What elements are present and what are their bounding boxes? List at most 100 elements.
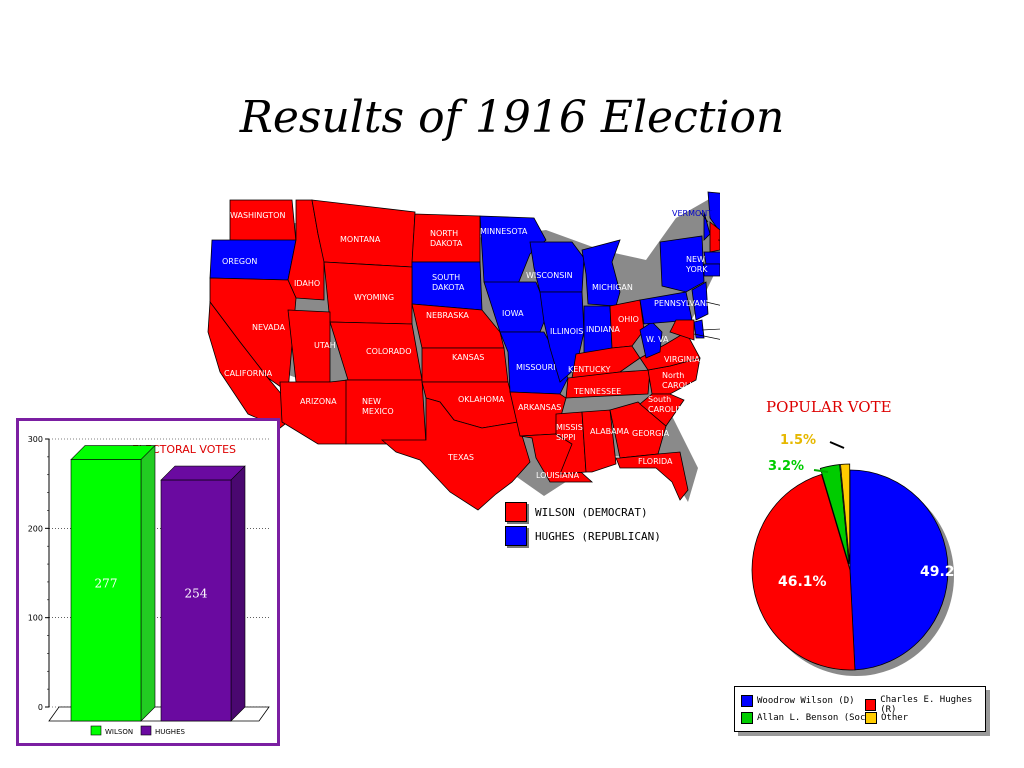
pie-slice xyxy=(849,469,949,671)
state-label: W. VA xyxy=(646,335,669,344)
state-label: ALABAMA xyxy=(590,427,629,436)
pie-slice xyxy=(840,463,851,565)
state-south-carolina xyxy=(639,393,685,427)
state-label-line: NEW xyxy=(362,397,381,406)
bar-top xyxy=(160,465,246,481)
state-label-line: SIPPI xyxy=(556,433,575,442)
state-texas xyxy=(380,397,531,511)
state-label-line: South xyxy=(648,395,671,404)
state-label: ARIZONA xyxy=(300,397,337,406)
legend-wilson-swatch xyxy=(741,695,753,707)
map-legend-hughes-label: HUGHES (REPUBLICAN) xyxy=(535,529,661,543)
state-label: NEBRASKA xyxy=(426,311,469,320)
legend-swatch xyxy=(140,725,152,736)
state-california xyxy=(207,300,299,429)
state-label-line: North xyxy=(662,371,684,380)
state-new-hampshire xyxy=(709,221,720,253)
state-label: UTAH xyxy=(314,341,336,350)
state-north-dakota xyxy=(411,213,481,263)
pie-value-label: 1.5% xyxy=(780,433,816,448)
leader-benson xyxy=(813,469,829,473)
bar xyxy=(70,459,142,722)
state-label-line: NORTH xyxy=(430,229,458,238)
state-florida xyxy=(615,451,689,501)
state-label-line: CAROLINA xyxy=(662,381,704,390)
slide-title: Results of 1916 Election xyxy=(239,92,785,143)
legend-other-swatch xyxy=(865,712,877,724)
state-label: CALIFORNIA xyxy=(224,369,273,378)
state-maryland xyxy=(669,319,695,341)
chart-title: ELECTORAL VOTES xyxy=(132,443,236,456)
y-tick-label: 0 xyxy=(38,703,43,712)
legend-benson-label: Allan L. Benson (Soc.) xyxy=(757,713,877,723)
state-connecticut xyxy=(703,263,720,277)
leader-line xyxy=(699,211,709,223)
electoral-votes-panel: 0 100 200 300 ELECTORAL VOTES 277 254 WILSON HUG… xyxy=(16,418,280,746)
state-label: NEVADA xyxy=(252,323,285,332)
state-label: MINNESOTA xyxy=(480,227,528,236)
wilson-swatch xyxy=(505,502,527,522)
legend-hughes: Charles E. Hughes (R) xyxy=(865,695,985,715)
state-ohio xyxy=(609,299,645,349)
state-label-line: CAROLINA xyxy=(648,405,690,414)
state-label: North CAROLINA xyxy=(662,371,704,390)
state-michigan xyxy=(581,239,621,307)
state-label: WYOMING xyxy=(354,293,394,302)
y-tick-label: 300 xyxy=(28,435,43,444)
state-washington xyxy=(229,199,297,243)
state-label: VERMONT xyxy=(672,209,712,218)
state-label: TEXAS xyxy=(447,453,474,462)
pie-slice xyxy=(819,464,850,565)
legend-benson-swatch xyxy=(741,712,753,724)
state-label: MISSOURI xyxy=(516,363,556,372)
state-label: MISSIS SIPPI xyxy=(556,423,583,442)
state-label: KENTUCKY xyxy=(568,365,611,374)
legend-swatch xyxy=(90,725,102,736)
state-new-york xyxy=(659,235,705,293)
state-label: COLORADO xyxy=(366,347,412,356)
state-new-jersey xyxy=(691,281,709,321)
bar-value-label: 277 xyxy=(95,576,118,590)
state-label: South CAROLINA xyxy=(648,395,690,414)
state-label: MONTANA xyxy=(340,235,381,244)
state-label: MICHIGAN xyxy=(592,283,633,292)
state-label: FLORIDA xyxy=(638,457,673,466)
state-tennessee xyxy=(565,369,651,399)
legend-wilson: Woodrow Wilson (D) xyxy=(741,695,855,707)
state-delaware xyxy=(693,319,705,339)
state-label: NEW MEXICO xyxy=(362,397,394,416)
state-massachusetts xyxy=(703,251,720,265)
hughes-swatch xyxy=(505,526,527,546)
leader-other xyxy=(829,441,845,449)
state-label-line: NEW xyxy=(686,255,705,264)
state-label: NORTH DAKOTA xyxy=(430,229,463,248)
state-arizona xyxy=(279,379,349,445)
legend-wilson-label: Woodrow Wilson (D) xyxy=(757,696,855,706)
state-label: LOUISIANA xyxy=(536,471,580,480)
bar xyxy=(160,479,232,722)
popular-vote-chart: 49.2% 46.1% 3.2% 1.5% xyxy=(751,433,969,676)
popular-vote-legend: Woodrow Wilson (D) Charles E. Hughes (R)… xyxy=(734,686,986,732)
state-maine xyxy=(707,191,720,233)
state-montana xyxy=(311,199,416,268)
map-legend: WILSON (DEMOCRAT) HUGHES (REPUBLICAN) xyxy=(505,502,661,550)
state-label-line: SOUTH xyxy=(432,273,460,282)
legend-hughes-label: Charles E. Hughes (R) xyxy=(880,695,973,715)
state-label: OHIO xyxy=(618,315,639,324)
state-label: ARKANSAS xyxy=(518,403,561,412)
state-label: OREGON xyxy=(222,257,257,266)
bar-side xyxy=(230,465,246,722)
state-label: TENNESSEE xyxy=(573,387,621,396)
state-label: NEW YORK xyxy=(685,255,708,274)
y-tick-label: 100 xyxy=(28,614,43,623)
state-label-line: DAKOTA xyxy=(432,283,465,292)
state-wisconsin xyxy=(529,241,585,293)
state-label-line: YORK xyxy=(685,265,708,274)
state-label-line: DAKOTA xyxy=(430,239,463,248)
map-legend-wilson: WILSON (DEMOCRAT) xyxy=(505,502,661,522)
legend-label: HUGHES xyxy=(155,728,185,736)
leader-line xyxy=(705,301,720,306)
pie-value-label: 46.1% xyxy=(778,574,827,590)
state-label: INDIANA xyxy=(586,325,620,334)
